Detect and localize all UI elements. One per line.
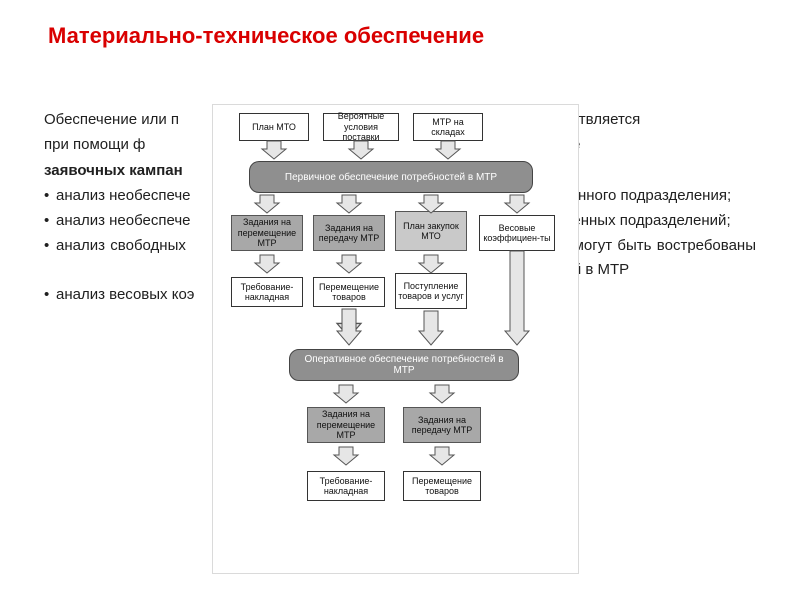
node-weight-coeff: Весовые коэффициен-ты	[479, 215, 555, 251]
node-receipt-goods: Поступление товаров и услуг	[395, 273, 467, 309]
page-title: Материально-техническое обеспечение	[48, 22, 484, 50]
node-task-move-2: Задания на перемещение МТР	[307, 407, 385, 443]
node-req-invoice-1: Требование-накладная	[231, 277, 303, 307]
node-task-move-1: Задания на перемещение МТР	[231, 215, 303, 251]
node-purchase-plan: План закупок МТО	[395, 211, 467, 251]
node-move-goods-2: Перемещение товаров	[403, 471, 481, 501]
node-operative-provision: Оперативное обеспечение потребностей в М…	[289, 349, 519, 381]
node-task-transfer-2: Задания на передачу МТР	[403, 407, 481, 443]
node-req-invoice-2: Требование-накладная	[307, 471, 385, 501]
node-plan-mto: План МТО	[239, 113, 309, 141]
intro2-a: при помощи ф	[44, 136, 145, 153]
li1-a: анализ необеспече	[56, 187, 191, 204]
flowchart: План МТО Вероятные условия поставки МТР …	[212, 104, 579, 574]
node-prob-conditions: Вероятные условия поставки	[323, 113, 399, 141]
node-mtr-stock: МТР на складах	[413, 113, 483, 141]
li2-a: анализ необеспече	[56, 212, 191, 229]
intro-a: Обеспечение или п	[44, 111, 179, 128]
node-primary-provision: Первичное обеспечение потребностей в МТР	[249, 161, 533, 193]
node-move-goods-1: Перемещение товаров	[313, 277, 385, 307]
node-task-transfer-1: Задания на передачу МТР	[313, 215, 385, 251]
li3-a: анализ свободных	[56, 237, 191, 254]
